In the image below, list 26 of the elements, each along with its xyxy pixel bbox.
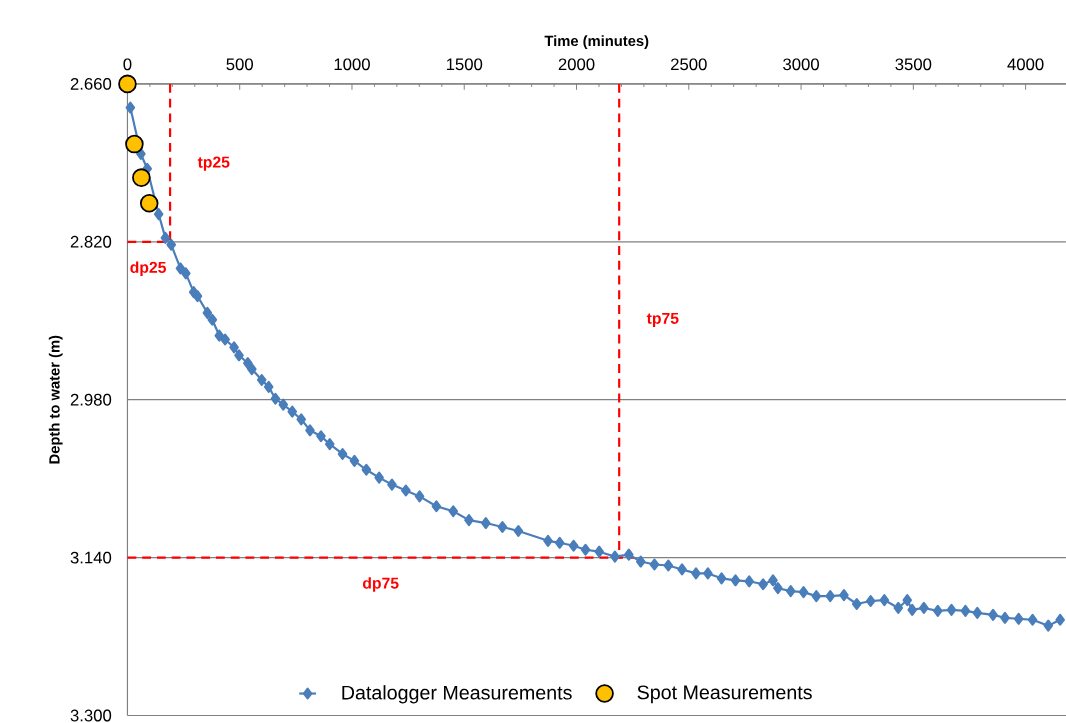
ref-line-label: tp75 xyxy=(646,312,679,327)
y-axis-title: Depth to water (m) xyxy=(48,335,63,464)
ref-line-label: dp75 xyxy=(362,577,399,592)
point xyxy=(118,74,137,93)
y-tick-label: 2.980 xyxy=(70,393,112,406)
y-tick-label: 3.300 xyxy=(70,709,112,722)
x-axis-title: Time (minutes) xyxy=(544,35,649,49)
point xyxy=(139,193,159,213)
ref-line-label: tp25 xyxy=(197,156,230,171)
point xyxy=(125,134,144,154)
y-tick-label: 2.820 xyxy=(70,235,112,248)
x-tick-label: 2000 xyxy=(558,58,595,71)
x-tick-label: 3500 xyxy=(895,58,932,71)
x-tick-label: 2500 xyxy=(671,58,707,71)
legend-label: Datalogger Measurements xyxy=(342,684,572,704)
legend-label: Spot Measurements xyxy=(637,685,812,704)
x-tick-label: 4000 xyxy=(1007,58,1044,71)
ref-line-label: dp25 xyxy=(130,261,167,276)
x-tick-label: 1000 xyxy=(334,58,370,71)
x-tick-label: 3000 xyxy=(783,58,819,71)
y-tick-label: 2.660 xyxy=(70,77,112,90)
y-tick-label: 3.140 xyxy=(70,551,112,564)
point xyxy=(132,168,151,187)
x-tick-label: 0 xyxy=(123,58,132,71)
x-tick-label: 1500 xyxy=(446,58,483,71)
x-tick-label: 500 xyxy=(226,58,253,71)
